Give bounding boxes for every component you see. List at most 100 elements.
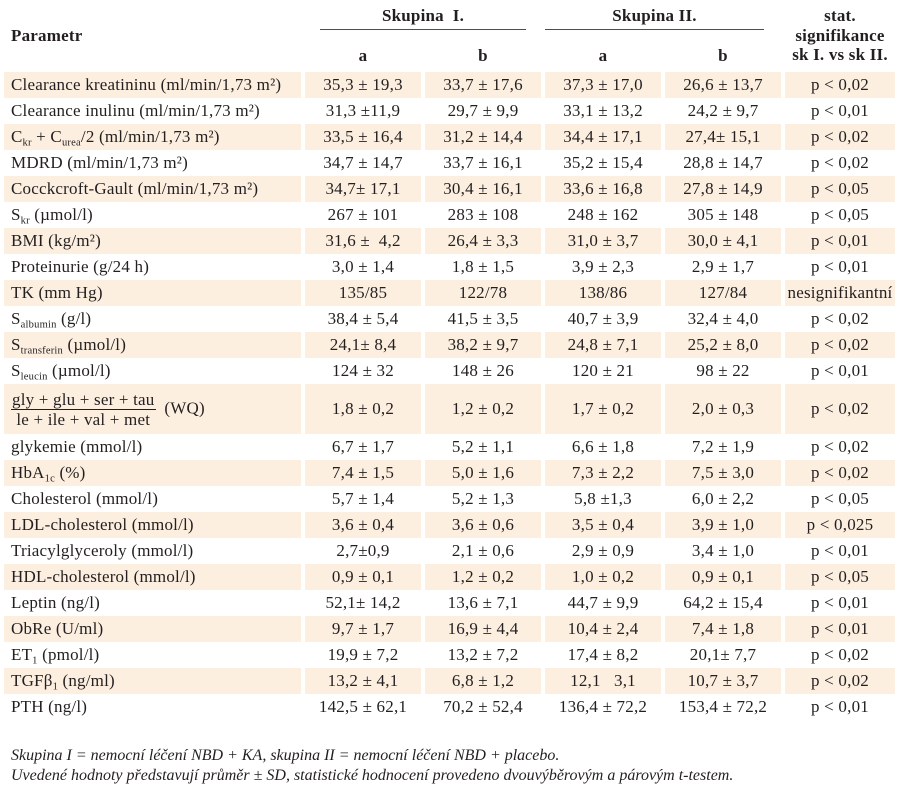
parameter-cell: Leptin (ng/l) bbox=[4, 590, 301, 616]
parameter-cell: Cocckcroft-Gault (ml/min/1,73 m²) bbox=[4, 176, 301, 202]
group2-a-value: 44,7 ± 9,9 bbox=[567, 593, 639, 612]
group1-b-value: 122/78 bbox=[425, 280, 541, 306]
group1-a-value: 6,7 ± 1,7 bbox=[331, 437, 395, 456]
group2-b-value: 10,7 ± 3,7 bbox=[665, 668, 781, 694]
group2-b-value: 3,4 ± 1,0 bbox=[691, 541, 755, 560]
table-row: Proteinurie (g/24 h) 3,0 ± 1,4 1,8 ± 1,5 3,… bbox=[4, 254, 895, 280]
table-row: Cholesterol (mmol/l) 5,7 ± 1,4 5,2 ± 1,3 5,… bbox=[4, 486, 895, 512]
table-row: Salbumin (g/l) 38,4 ± 5,4 41,5 ± 3,5 40,7 ±… bbox=[4, 306, 895, 332]
parameter-subscript: transferin bbox=[20, 345, 64, 357]
group1-a-value: 1,8 ± 0,2 bbox=[305, 384, 421, 434]
parameter-cell: gly + glu + ser + tau le + ile + val + me… bbox=[4, 384, 301, 434]
group2-a-value: 7,3 ± 2,2 bbox=[545, 460, 661, 486]
parameter-cell: ObRe (U/ml) bbox=[4, 616, 301, 642]
group2-b-value: 27,8 ± 14,9 bbox=[665, 176, 781, 202]
table-footnotes: Skupina I = nemocní léčení NBD + KA, sku… bbox=[0, 746, 900, 786]
parameter-label: (pmol/l) bbox=[37, 645, 100, 664]
parameter-label: /2 (ml/min/1,73 m²) bbox=[80, 127, 220, 146]
parameter-label: Clearance inulinu (ml/min/1,73 m²) bbox=[11, 101, 260, 120]
table-row: Clearance kreatininu (ml/min/1,73 m²) 35,… bbox=[4, 72, 895, 98]
footnote-statistics: Uvedené hodnoty představují průměr ± SD,… bbox=[11, 767, 734, 784]
parameter-label: BMI (kg/m²) bbox=[11, 231, 101, 250]
significance-value: p < 0,05 bbox=[811, 489, 869, 508]
group1-b-value: 38,2 ± 9,7 bbox=[425, 332, 541, 358]
table-body: Clearance kreatininu (ml/min/1,73 m²) 35,… bbox=[4, 72, 895, 720]
parameter-label: TK (mm Hg) bbox=[11, 283, 103, 302]
parameter-cell: Salbumin (g/l) bbox=[4, 306, 301, 332]
group2-a-value: 17,4 ± 8,2 bbox=[567, 645, 639, 664]
group1-b-value: 148 ± 26 bbox=[452, 361, 514, 380]
group2-b-value: 20,1± 7,7 bbox=[689, 645, 757, 664]
parameter-label: Leptin (ng/l) bbox=[11, 593, 100, 612]
group2-a-value: 5,8 ±1,3 bbox=[574, 489, 632, 508]
group1-a-value: 2,7±0,9 bbox=[336, 541, 390, 560]
group2-b-value: 25,2 ± 8,0 bbox=[665, 332, 781, 358]
group1-a-value: 35,3 ± 19,3 bbox=[305, 72, 421, 98]
parameter-cell: BMI (kg/m²) bbox=[4, 228, 301, 254]
parameter-label: (g/l) bbox=[56, 309, 92, 328]
group1-a-value: 3,6 ± 0,4 bbox=[305, 512, 421, 538]
group1-a-value: 124 ± 32 bbox=[332, 361, 394, 380]
significance-value: p < 0,02 bbox=[785, 72, 895, 98]
table-row: BMI (kg/m²) 31,6 ± 4,2 26,4 ± 3,3 31,0 ± 3,… bbox=[4, 228, 895, 254]
parameter-cell: LDL-cholesterol (mmol/l) bbox=[4, 512, 301, 538]
group1-b-value: 1,8 ± 1,5 bbox=[451, 257, 515, 276]
group2-a-value: 33,1 ± 13,2 bbox=[563, 101, 643, 120]
group2-b-value: 6,0 ± 2,2 bbox=[691, 489, 755, 508]
table-row: Skr (µmol/l) 267 ± 101 283 ± 108 248 ± 162 3… bbox=[4, 202, 895, 228]
group1-b-value: 1,2 ± 0,2 bbox=[425, 384, 541, 434]
parameter-label: LDL-cholesterol (mmol/l) bbox=[11, 515, 194, 534]
parameter-label: Cocckcroft-Gault (ml/min/1,73 m²) bbox=[11, 179, 259, 198]
parameter-label: PTH (ng/l) bbox=[11, 697, 88, 716]
parameter-cell: Ckr + Curea/2 (ml/min/1,73 m²) bbox=[4, 124, 301, 150]
parameter-label: S bbox=[11, 205, 21, 224]
group1-b-value: 16,9 ± 4,4 bbox=[425, 616, 541, 642]
significance-value: p < 0,02 bbox=[785, 384, 895, 434]
parameter-cell: Sleucin (µmol/l) bbox=[4, 358, 301, 384]
group1-a-value: 142,5 ± 62,1 bbox=[318, 697, 408, 716]
group1-b-value: 29,7 ± 9,9 bbox=[447, 101, 519, 120]
group1-a-value: 52,1± 14,2 bbox=[325, 593, 401, 612]
group2-a-value: 248 ± 162 bbox=[567, 205, 639, 224]
group1-a-value: 24,1± 8,4 bbox=[305, 332, 421, 358]
group1-b-header: b bbox=[478, 46, 488, 65]
parameter-label: (ng/ml) bbox=[58, 671, 115, 690]
parameter-label: (µmol/l) bbox=[47, 361, 111, 380]
significance-value: p < 0,025 bbox=[785, 512, 895, 538]
significance-value: p < 0,01 bbox=[811, 593, 869, 612]
fraction-denominator: le + ile + val + met bbox=[16, 409, 151, 429]
parameter-cell: Clearance inulinu (ml/min/1,73 m²) bbox=[4, 98, 301, 124]
parameter-cell: Cholesterol (mmol/l) bbox=[4, 486, 301, 512]
group2-a-value: 12,1 3,1 bbox=[545, 668, 661, 694]
table-row: HbA1c (%) 7,4 ± 1,5 5,0 ± 1,6 7,3 ± 2,2 7,5 … bbox=[4, 460, 895, 486]
group2-a-value: 34,4 ± 17,1 bbox=[545, 124, 661, 150]
table-row: TK (mm Hg) 135/85 122/78 138/86 127/84 nesign… bbox=[4, 280, 895, 306]
group1-a-value: 33,5 ± 16,4 bbox=[305, 124, 421, 150]
group2-a-value: 2,9 ± 0,9 bbox=[571, 541, 635, 560]
group2-a-value: 1,7 ± 0,2 bbox=[545, 384, 661, 434]
parameter-subscript: 1 bbox=[32, 655, 38, 667]
parameter-label: (%) bbox=[55, 463, 86, 482]
significance-value: p < 0,02 bbox=[811, 645, 869, 664]
group1-b-value: 6,8 ± 1,2 bbox=[425, 668, 541, 694]
table-row: Leptin (ng/l) 52,1± 14,2 13,6 ± 7,1 44,7 ± … bbox=[4, 590, 895, 616]
parameter-cell: glykemie (mmol/l) bbox=[4, 434, 301, 460]
group2-a-header: a bbox=[598, 46, 608, 65]
parameter-subscript: albumin bbox=[20, 319, 57, 331]
group2-a-value: 37,3 ± 17,0 bbox=[545, 72, 661, 98]
table-row: Triacylglyceroly (mmol/l) 2,7±0,9 2,1 ± 0,… bbox=[4, 538, 895, 564]
parameter-subscript: urea bbox=[61, 137, 81, 149]
group2-b-value: 2,9 ± 1,7 bbox=[691, 257, 755, 276]
results-table: Parametr Skupina I. Skupina II. stat. si… bbox=[4, 6, 895, 720]
footnote-groups: Skupina I = nemocní léčení NBD + KA, sku… bbox=[11, 747, 560, 764]
group1-a-header: a bbox=[358, 46, 368, 65]
table-row: Stransferin (µmol/l) 24,1± 8,4 38,2 ± 9,7 2… bbox=[4, 332, 895, 358]
parameter-cell: PTH (ng/l) bbox=[4, 694, 301, 720]
parameter-cell: ET1 (pmol/l) bbox=[4, 642, 301, 668]
group1-a-value: 38,4 ± 5,4 bbox=[327, 309, 399, 328]
parameter-label: (µmol/l) bbox=[29, 205, 93, 224]
parameter-subscript: kr bbox=[20, 215, 30, 227]
parameter-cell: Skr (µmol/l) bbox=[4, 202, 301, 228]
significance-value: p < 0,02 bbox=[785, 332, 895, 358]
